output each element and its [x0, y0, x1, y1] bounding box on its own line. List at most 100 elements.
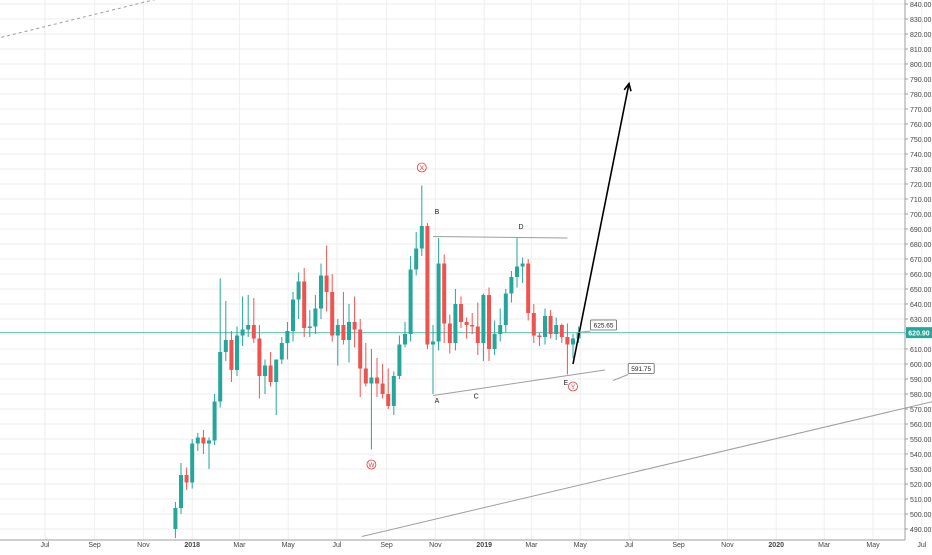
candle[interactable]: [498, 308, 503, 342]
callout-box: [627, 363, 655, 374]
candle[interactable]: [369, 349, 374, 450]
candle[interactable]: [302, 268, 307, 337]
candle[interactable]: [279, 337, 284, 364]
candle[interactable]: [391, 371, 396, 416]
candle-body: [324, 275, 329, 292]
candle[interactable]: [543, 308, 547, 345]
candle[interactable]: [436, 238, 441, 351]
candle[interactable]: [263, 359, 267, 395]
candle-body: [520, 263, 525, 267]
candle[interactable]: [218, 278, 223, 408]
candle[interactable]: [475, 302, 480, 356]
candle[interactable]: [414, 232, 419, 276]
candle[interactable]: [246, 295, 251, 337]
candle[interactable]: [324, 245, 329, 312]
candle[interactable]: [195, 433, 200, 451]
candle[interactable]: [492, 320, 497, 356]
candle[interactable]: [526, 259, 531, 321]
candle[interactable]: [307, 310, 312, 337]
last-price-tag-text: 620.90: [908, 331, 930, 338]
candle[interactable]: [408, 256, 413, 342]
candle[interactable]: [554, 317, 559, 341]
candle[interactable]: [296, 272, 301, 320]
candle[interactable]: [403, 322, 407, 348]
candle[interactable]: [470, 313, 475, 334]
long-support-line[interactable]: [361, 399, 932, 537]
price-callout[interactable]: 625.65: [578, 319, 617, 333]
candle[interactable]: [291, 292, 295, 342]
candle-body: [369, 377, 374, 384]
candle[interactable]: [419, 185, 424, 257]
a-e-trendline[interactable]: [432, 369, 606, 396]
wave-label[interactable]: Y: [568, 381, 578, 392]
candle[interactable]: [190, 439, 195, 489]
candle[interactable]: [341, 292, 346, 345]
projection-arrow-line[interactable]: [572, 83, 630, 365]
candle[interactable]: [520, 257, 525, 284]
candle[interactable]: [571, 334, 575, 358]
candle[interactable]: [251, 298, 256, 343]
candle[interactable]: [179, 463, 183, 514]
candle[interactable]: [375, 358, 379, 397]
candle[interactable]: [431, 325, 435, 394]
candle[interactable]: [313, 295, 318, 334]
candle[interactable]: [207, 437, 211, 470]
candle[interactable]: [453, 289, 458, 351]
candle[interactable]: [257, 325, 262, 399]
candle[interactable]: [503, 289, 508, 333]
candle[interactable]: [347, 304, 351, 363]
y-tick-label: 840.00: [910, 2, 932, 9]
candle-body: [229, 340, 234, 370]
candle[interactable]: [285, 322, 290, 360]
candle[interactable]: [548, 310, 553, 339]
candle[interactable]: [565, 323, 570, 375]
candle[interactable]: [537, 332, 542, 347]
candle[interactable]: [509, 271, 514, 303]
candle[interactable]: [397, 335, 402, 380]
price-callout[interactable]: 591.75: [612, 363, 655, 381]
candle[interactable]: [352, 296, 357, 348]
price-axis[interactable]: 490.00 500.00 510.00 520.00 530.00 540.00 550.…: [904, 0, 932, 540]
x-tick-label: Nov: [429, 542, 442, 549]
candle[interactable]: [386, 368, 391, 410]
candle[interactable]: [268, 352, 273, 387]
y-tick-label: 770.00: [910, 107, 932, 114]
candle[interactable]: [559, 323, 564, 344]
candle[interactable]: [201, 430, 206, 454]
candle[interactable]: [481, 293, 486, 362]
candle[interactable]: [240, 296, 245, 347]
candle[interactable]: [319, 263, 323, 320]
candle[interactable]: [223, 301, 228, 361]
candle[interactable]: [515, 238, 519, 288]
b-d-trendline[interactable]: [432, 236, 568, 239]
candle[interactable]: [330, 274, 335, 342]
candle[interactable]: [442, 254, 447, 344]
candle[interactable]: [274, 359, 279, 416]
candle[interactable]: [335, 319, 340, 366]
candle[interactable]: [459, 296, 463, 329]
candle[interactable]: [229, 331, 234, 382]
candle[interactable]: [531, 304, 536, 343]
wave-label[interactable]: X: [416, 162, 427, 173]
candle[interactable]: [487, 287, 491, 362]
candle[interactable]: [184, 467, 189, 491]
candle[interactable]: [173, 502, 178, 538]
wave-label[interactable]: W: [366, 459, 377, 470]
y-tick-label: 740.00: [910, 152, 932, 159]
callout-text: 625.65: [594, 323, 614, 330]
candle[interactable]: [212, 394, 217, 445]
time-axis[interactable]: Jul Sep Nov 2018 Mar May Jul Sep Nov 2019 Mar May Ju…: [0, 539, 927, 549]
candle[interactable]: [363, 343, 368, 387]
candle[interactable]: [358, 319, 363, 397]
candle[interactable]: [447, 314, 452, 354]
candle[interactable]: [425, 223, 430, 349]
candle-body: [223, 340, 228, 352]
candle-body: [184, 475, 189, 483]
candle[interactable]: [235, 326, 239, 377]
candle-body: [470, 325, 475, 327]
candle[interactable]: [464, 317, 469, 339]
candle[interactable]: [380, 364, 385, 399]
